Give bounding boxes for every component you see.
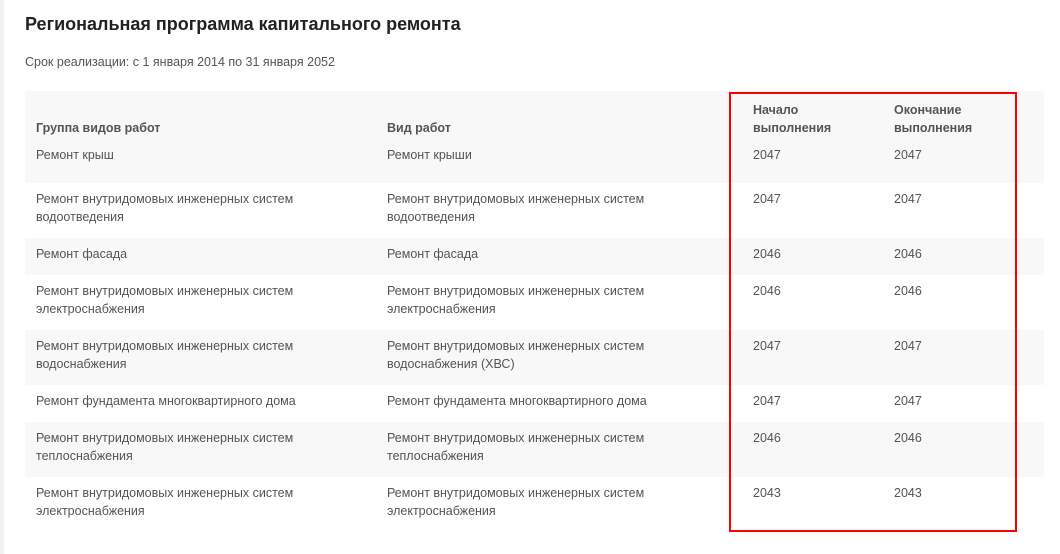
card-edge [0,0,4,554]
table-row: Ремонт фундамента многоквартирного дома Р… [25,385,1044,422]
cell-group-text: Ремонт внутридомовых инженерных систем т… [36,431,294,463]
cell-group: Ремонт внутридомовых инженерных систем э… [25,275,376,330]
cell-start: 2047 [742,183,883,238]
cell-group-text: Ремонт внутридомовых инженерных систем в… [36,192,294,224]
cell-start: 2046 [742,422,883,477]
cell-end-text: 2046 [894,431,922,445]
cell-start-text: 2046 [753,247,781,261]
cell-type: Ремонт фундамента многоквартирного дома [376,385,742,422]
page-title: Региональная программа капитального ремо… [25,14,461,34]
cell-type: Ремонт внутридомовых инженерных систем т… [376,422,742,477]
cell-group: Ремонт внутридомовых инженерных систем в… [25,183,376,238]
cell-type: Ремонт внутридомовых инженерных систем в… [376,183,742,238]
cell-end: 2046 [883,275,1044,330]
cell-group-text: Ремонт внутридомовых инженерных систем э… [36,486,294,518]
cell-end-text: 2043 [894,486,922,500]
cell-end-text: 2047 [894,394,922,408]
cell-group-text: Ремонт крыш [36,148,114,162]
cell-start-text: 2043 [753,486,781,500]
cell-start-text: 2047 [753,339,781,353]
header-end-label: Окончание выполнения [894,103,973,135]
cell-group: Ремонт крыш [25,146,376,183]
cell-start-text: 2047 [753,148,781,162]
cell-end: 2047 [883,330,1044,385]
cell-group-text: Ремонт фасада [36,247,128,261]
cell-end: 2046 [883,422,1044,477]
cell-end: 2047 [883,385,1044,422]
cell-type: Ремонт фасада [376,238,742,275]
cell-start: 2047 [742,385,883,422]
cell-end: 2047 [883,146,1044,183]
header-start: Начало выполнения [742,91,883,146]
cell-group: Ремонт фасада [25,238,376,275]
cell-end: 2043 [883,477,1044,532]
header-start-label: Начало выполнения [753,103,832,135]
cell-end-text: 2047 [894,148,922,162]
cell-group-text: Ремонт фундамента многоквартирного дома [36,394,296,408]
table-row: Ремонт внутридомовых инженерных систем в… [25,183,1044,238]
cell-type-text: Ремонт внутридомовых инженерных систем э… [387,486,645,518]
cell-start: 2047 [742,146,883,183]
cell-type: Ремонт внутридомовых инженерных систем э… [376,477,742,532]
header-work-type: Вид работ [387,121,451,135]
cell-group: Ремонт внутридомовых инженерных систем э… [25,477,376,532]
cell-end: 2047 [883,183,1044,238]
cell-type: Ремонт внутридомовых инженерных систем э… [376,275,742,330]
cell-type-text: Ремонт внутридомовых инженерных систем э… [387,284,645,316]
table-row: Ремонт внутридомовых инженерных систем э… [25,477,1044,532]
cell-end-text: 2046 [894,247,922,261]
cell-start: 2046 [742,275,883,330]
table-row: Ремонт крыш Ремонт крыши 2047 2047 [25,146,1044,183]
cell-type-text: Ремонт внутридомовых инженерных систем в… [387,339,645,371]
table-row: Ремонт фасада Ремонт фасада 2046 2046 [25,238,1044,275]
cell-end-text: 2047 [894,339,922,353]
cell-start: 2047 [742,330,883,385]
cell-start-text: 2047 [753,394,781,408]
cell-type-text: Ремонт внутридомовых инженерных систем т… [387,431,645,463]
cell-start: 2043 [742,477,883,532]
cell-type: Ремонт внутридомовых инженерных систем в… [376,330,742,385]
cell-type: Ремонт крыши [376,146,742,183]
cell-type-text: Ремонт крыши [387,148,472,162]
table-row: Ремонт внутридомовых инженерных систем т… [25,422,1044,477]
cell-start-text: 2046 [753,284,781,298]
cell-type-text: Ремонт внутридомовых инженерных систем в… [387,192,645,224]
header-end: Окончание выполнения [883,91,1044,146]
table-header-row: Группа видов работ Вид работ Начало выпо… [25,91,1044,146]
cell-end-text: 2046 [894,284,922,298]
cell-start: 2046 [742,238,883,275]
cell-start-text: 2047 [753,192,781,206]
cell-end: 2046 [883,238,1044,275]
cell-start-text: 2046 [753,431,781,445]
table-row: Ремонт внутридомовых инженерных систем в… [25,330,1044,385]
cell-group: Ремонт фундамента многоквартирного дома [25,385,376,422]
cell-group: Ремонт внутридомовых инженерных систем в… [25,330,376,385]
cell-type-text: Ремонт фасада [387,247,479,261]
cell-type-text: Ремонт фундамента многоквартирного дома [387,394,647,408]
header-work-group: Группа видов работ [36,121,161,135]
cell-group-text: Ремонт внутридомовых инженерных систем э… [36,284,294,316]
cell-group-text: Ремонт внутридомовых инженерных систем в… [36,339,294,371]
cell-end-text: 2047 [894,192,922,206]
works-table: Группа видов работ Вид работ Начало выпо… [25,91,1044,532]
implementation-period: Срок реализации: с 1 января 2014 по 31 я… [25,55,335,69]
table-row: Ремонт внутридомовых инженерных систем э… [25,275,1044,330]
cell-group: Ремонт внутридомовых инженерных систем т… [25,422,376,477]
